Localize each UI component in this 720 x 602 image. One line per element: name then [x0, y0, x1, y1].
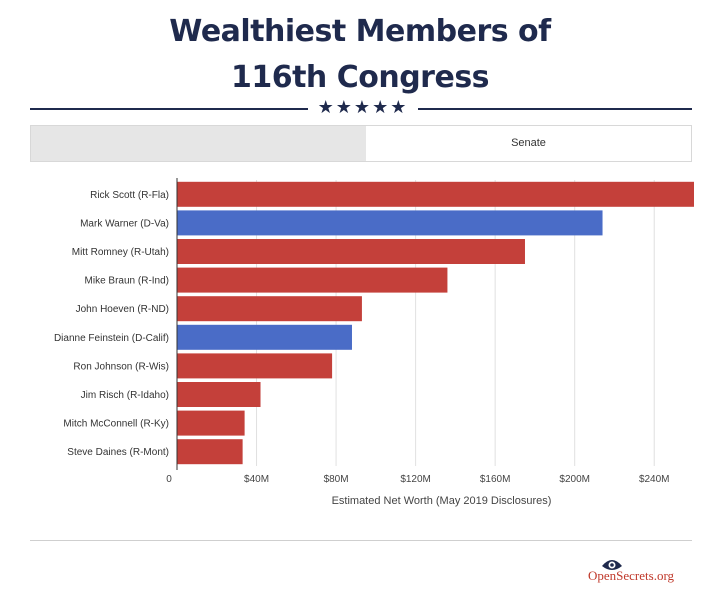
tab-bar: Senate — [30, 125, 692, 162]
x-tick-label: $240M — [639, 474, 670, 485]
bars — [177, 181, 694, 465]
x-axis-title: Estimated Net Worth (May 2019 Disclosure… — [332, 495, 552, 507]
chart-title-line1: Wealthiest Members of — [169, 14, 551, 49]
x-tick-label: $80M — [324, 474, 349, 485]
stars-ornament: ★★★★★ — [317, 97, 409, 118]
x-tick-label: $120M — [400, 474, 431, 485]
bar[interactable] — [177, 296, 362, 322]
eye-icon — [602, 560, 622, 570]
x-tick-label: 0 — [166, 474, 172, 485]
category-label: Steve Daines (R-Mont) — [67, 447, 169, 458]
tab-senate[interactable]: Senate — [511, 137, 546, 149]
bar[interactable] — [177, 353, 333, 379]
bar[interactable] — [177, 267, 448, 293]
category-label: Mitch McConnell (R-Ky) — [63, 419, 169, 430]
category-label: Mark Warner (D-Va) — [80, 218, 169, 229]
category-label: Dianne Feinstein (D-Calif) — [54, 333, 169, 344]
x-tick-label: $40M — [244, 474, 269, 485]
bar[interactable] — [177, 210, 603, 236]
category-label: Jim Risch (R-Idaho) — [81, 390, 169, 401]
chart-title-line2: 116th Congress — [230, 60, 490, 95]
footer-divider — [30, 540, 692, 541]
category-label: Ron Johnson (R-Wis) — [73, 361, 169, 372]
category-labels: Rick Scott (R-Fla) Mark Warner (D-Va) Mitt… — [54, 190, 169, 458]
category-label: Mike Braun (R-Ind) — [85, 276, 169, 287]
bar[interactable] — [177, 410, 245, 436]
bar[interactable] — [177, 324, 352, 350]
opensecrets-logo-text[interactable]: OpenSecrets.org — [588, 568, 675, 583]
category-label: Mitt Romney (R-Utah) — [72, 247, 169, 258]
bar[interactable] — [177, 439, 243, 465]
bar[interactable] — [177, 382, 261, 407]
bar[interactable] — [177, 239, 525, 264]
category-label: John Hoeven (R-ND) — [76, 304, 169, 315]
category-label: Rick Scott (R-Fla) — [90, 190, 169, 201]
bar[interactable] — [177, 181, 694, 207]
x-tick-label: $160M — [480, 474, 511, 485]
x-tick-label: $200M — [559, 474, 590, 485]
title-divider-right — [418, 108, 692, 110]
tab-house[interactable] — [31, 126, 366, 161]
x-tick-labels: 0 $40M $80M $120M $160M $200M $240M — [166, 474, 669, 485]
bar-chart: Rick Scott (R-Fla) Mark Warner (D-Va) Mitt… — [54, 178, 694, 507]
title-divider-left — [30, 108, 308, 110]
